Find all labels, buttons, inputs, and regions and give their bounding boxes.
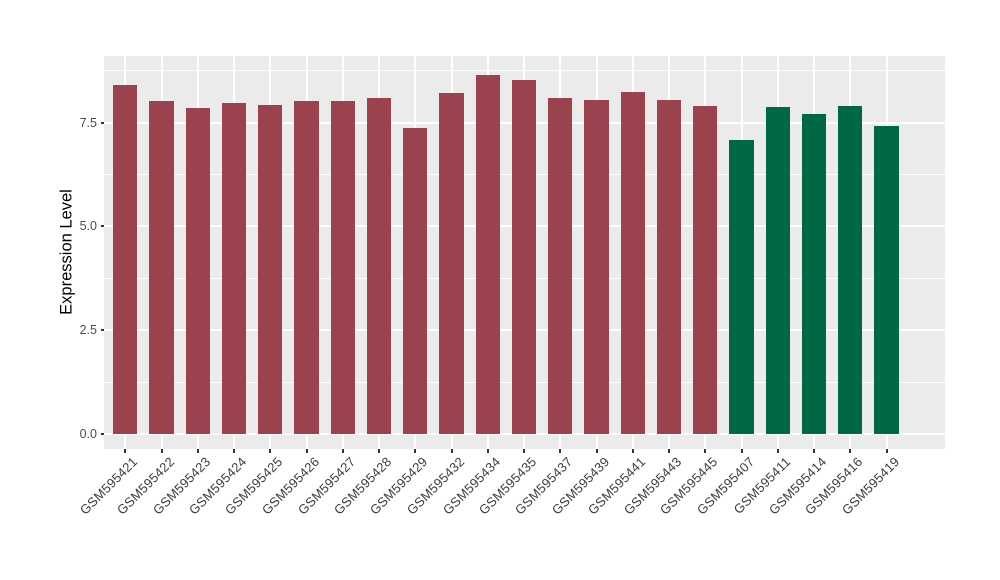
bar-GSM595407	[729, 140, 754, 435]
bar-GSM595435	[511, 79, 537, 435]
x-tick-mark	[305, 448, 308, 453]
x-tick-mark	[269, 448, 272, 453]
bar-GSM595426	[294, 100, 319, 435]
bar-GSM595425	[258, 104, 283, 435]
bar-GSM595422	[149, 101, 174, 435]
x-tick-mark	[486, 448, 489, 453]
x-tick-mark	[233, 448, 235, 453]
x-tick-mark	[523, 448, 525, 453]
x-tick-mark	[595, 448, 598, 453]
x-tick-mark	[849, 448, 852, 453]
bar-GSM595423	[185, 107, 210, 435]
x-tick-mark	[776, 448, 779, 453]
x-tick-mark	[378, 448, 380, 453]
y-axis-title: Expression Level	[57, 189, 76, 315]
bar-GSM595427	[330, 100, 355, 435]
bar-GSM595439	[584, 100, 609, 435]
bar-GSM595441	[620, 92, 645, 435]
y-tick-mark	[100, 433, 104, 436]
bar-GSM595416	[838, 105, 863, 435]
y-tick-mark	[100, 225, 104, 228]
bar-GSM595437	[548, 98, 573, 435]
bar-GSM595432	[439, 93, 464, 435]
bar-GSM595419	[874, 126, 899, 435]
x-tick-mark	[813, 448, 815, 453]
bar-GSM595414	[801, 114, 827, 435]
x-tick-mark	[124, 448, 127, 453]
bar-GSM595428	[366, 97, 392, 435]
bar-GSM595445	[693, 105, 718, 435]
bar-GSM595443	[656, 99, 682, 435]
y-tick-label: 5.0	[79, 219, 97, 234]
x-tick-mark	[196, 448, 199, 453]
x-tick-mark	[559, 448, 562, 453]
x-tick-mark	[740, 448, 743, 453]
y-tick-mark	[100, 329, 104, 332]
bar-GSM595429	[403, 127, 428, 435]
y-tick-label: 0.0	[79, 427, 97, 442]
x-tick-mark	[450, 448, 453, 453]
plot-panel	[103, 56, 945, 449]
x-tick-mark	[631, 448, 634, 453]
y-tick-mark	[100, 121, 104, 124]
x-tick-mark	[160, 448, 163, 453]
x-tick-mark	[341, 448, 344, 453]
bar-GSM595421	[113, 85, 138, 435]
y-tick-label: 7.5	[79, 115, 97, 130]
x-tick-mark	[704, 448, 707, 453]
x-tick-mark	[885, 448, 888, 453]
y-tick-label: 2.5	[79, 323, 97, 338]
bar-GSM595411	[765, 107, 790, 435]
x-tick-mark	[668, 448, 670, 453]
x-tick-mark	[414, 448, 417, 453]
bar-GSM595424	[221, 102, 247, 435]
bar-GSM595434	[475, 74, 500, 435]
